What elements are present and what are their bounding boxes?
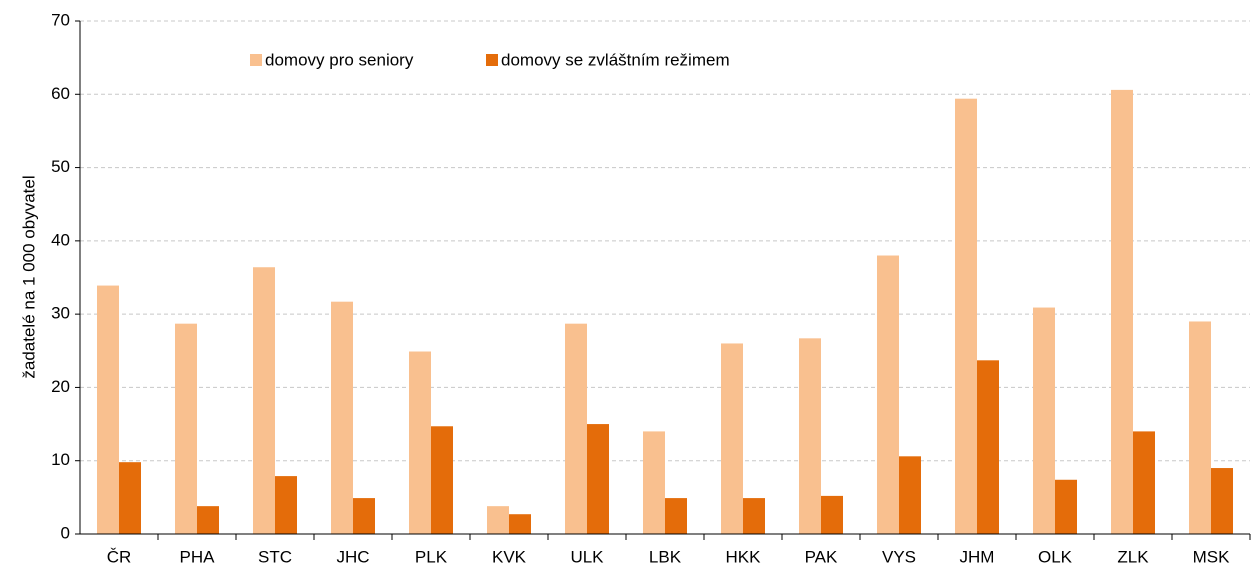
y-tick-label: 60 xyxy=(51,84,70,103)
bar xyxy=(1133,431,1155,534)
bar xyxy=(1111,89,1133,534)
bar xyxy=(743,498,765,534)
bar xyxy=(431,426,453,534)
x-tick-label: ČR xyxy=(107,547,132,566)
y-tick-label: 70 xyxy=(51,10,70,29)
x-tick-label: JHM xyxy=(960,547,995,566)
legend-swatch xyxy=(250,54,262,66)
bar xyxy=(565,323,587,534)
y-axis-label: žadatelé na 1 000 obyvatel xyxy=(19,175,38,378)
bar xyxy=(1189,321,1211,534)
legend-swatch xyxy=(486,54,498,66)
bar xyxy=(955,98,977,534)
bar xyxy=(275,476,297,534)
legend-label: domovy se zvláštním režimem xyxy=(501,50,730,69)
bar xyxy=(899,456,921,534)
bar xyxy=(509,514,531,534)
x-tick-label: ULK xyxy=(570,547,604,566)
x-tick-label: MSK xyxy=(1193,547,1231,566)
x-tick-label: STC xyxy=(258,547,292,566)
bar xyxy=(197,506,219,534)
x-tick-label: OLK xyxy=(1038,547,1073,566)
bar xyxy=(353,498,375,534)
bar xyxy=(253,267,275,534)
y-tick-label: 30 xyxy=(51,304,70,323)
x-tick-label: LBK xyxy=(649,547,682,566)
bar xyxy=(721,343,743,534)
x-tick-label: ZLK xyxy=(1117,547,1149,566)
bar xyxy=(119,462,141,534)
bar xyxy=(643,431,665,534)
x-tick-label: KVK xyxy=(492,547,527,566)
bar xyxy=(1055,479,1077,534)
x-tick-label: PHA xyxy=(180,547,216,566)
bar xyxy=(409,351,431,534)
bar xyxy=(1211,468,1233,534)
bar xyxy=(821,495,843,534)
bar xyxy=(175,323,197,534)
bar xyxy=(97,285,119,534)
bar xyxy=(1033,307,1055,534)
bar xyxy=(665,498,687,534)
bar xyxy=(877,255,899,534)
y-tick-label: 50 xyxy=(51,157,70,176)
x-tick-label: PAK xyxy=(805,547,838,566)
bar xyxy=(331,301,353,534)
x-tick-label: PLK xyxy=(415,547,448,566)
bar xyxy=(977,360,999,534)
y-tick-label: 20 xyxy=(51,377,70,396)
x-tick-label: JHC xyxy=(336,547,369,566)
y-tick-label: 40 xyxy=(51,230,70,249)
bar xyxy=(799,338,821,534)
y-tick-label: 0 xyxy=(61,523,70,542)
bar xyxy=(587,424,609,534)
x-tick-label: VYS xyxy=(882,547,916,566)
x-tick-label: HKK xyxy=(726,547,762,566)
legend-label: domovy pro seniory xyxy=(265,50,414,69)
y-tick-label: 10 xyxy=(51,450,70,469)
bar xyxy=(487,506,509,534)
